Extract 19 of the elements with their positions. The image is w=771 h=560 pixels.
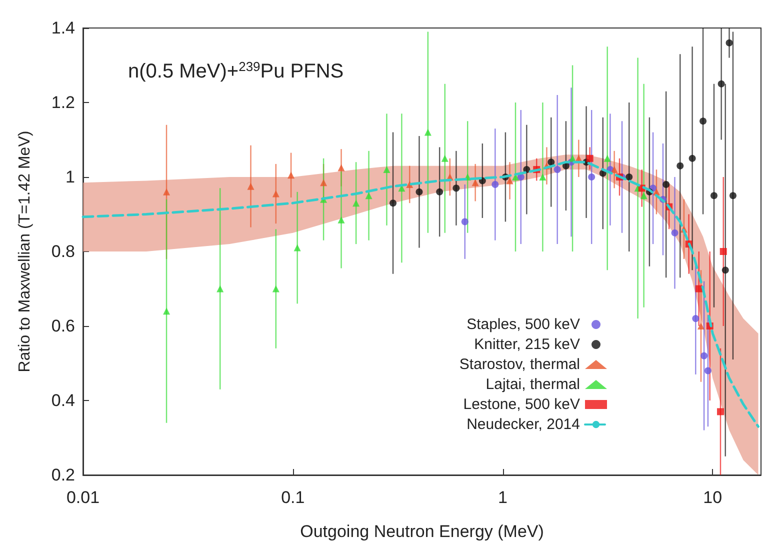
legend-label: Neudecker, 2014: [466, 416, 580, 433]
legend-label: Lestone, 500 keV: [463, 396, 580, 413]
x-tick-label: 0.01: [66, 488, 100, 507]
legend-label: Starostov, thermal: [459, 356, 580, 373]
legend-label: Knitter, 215 keV: [474, 336, 580, 353]
legend-label: Lajtai, thermal: [486, 376, 580, 393]
x-tick-label: 10: [703, 488, 722, 507]
y-tick-label: 1: [66, 168, 75, 186]
y-tick-label: 0.2: [51, 466, 75, 484]
y-tick-label: 0.4: [51, 391, 75, 410]
y-tick-label: 1.4: [51, 18, 75, 38]
x-axis-title: Outgoing Neutron Energy (MeV): [300, 522, 544, 541]
y-tick-label: 0.8: [51, 242, 75, 261]
y-tick-label: 1.2: [51, 93, 75, 112]
x-tick-label: 1: [498, 488, 508, 507]
y-axis-title: Ratio to Maxwellian (T=1.42 MeV): [16, 130, 34, 372]
x-tick-label: 0.1: [281, 488, 305, 507]
legend-label: Staples, 500 keV: [466, 316, 580, 333]
y-tick-label: 0.6: [51, 316, 75, 336]
